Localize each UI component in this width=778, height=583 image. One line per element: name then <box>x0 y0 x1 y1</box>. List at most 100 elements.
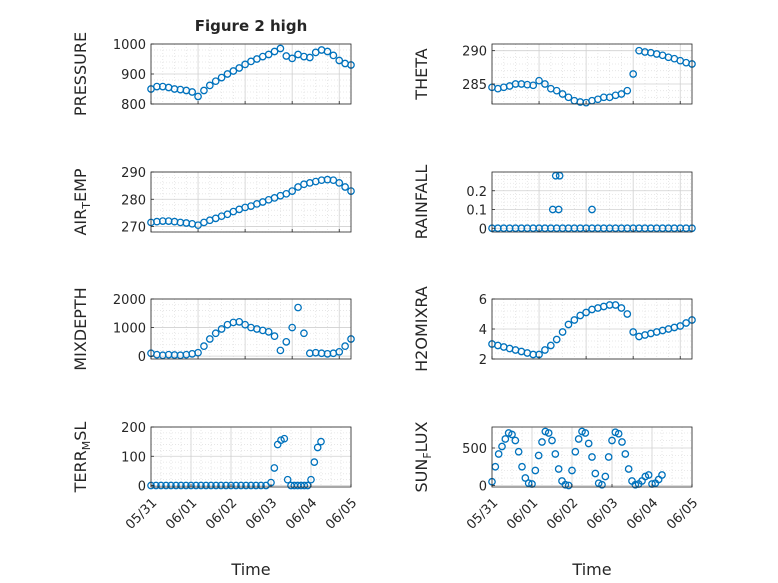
data-point <box>194 92 202 101</box>
y-tick-label: 290 <box>121 166 146 181</box>
y-axis-label: RAINFALL <box>412 165 431 240</box>
data-point <box>235 318 244 326</box>
axes-box <box>491 171 693 233</box>
data-point <box>584 439 593 448</box>
subplot-4: 0 0.1 0.2 RAINFALL <box>412 165 696 240</box>
data-point <box>288 323 297 332</box>
data-point <box>538 438 546 446</box>
data-point <box>552 86 561 95</box>
data-point <box>202 481 210 490</box>
data-point <box>623 86 632 95</box>
data-point <box>162 481 170 490</box>
data-point <box>222 481 230 490</box>
data-point <box>618 438 626 446</box>
data-point <box>531 466 540 475</box>
data-point <box>200 86 208 95</box>
y-axis-label: THETA <box>412 48 431 100</box>
data-point <box>581 429 590 437</box>
data-point <box>558 328 567 336</box>
data-point <box>167 481 175 490</box>
data-point <box>241 320 249 329</box>
data-point <box>608 436 616 445</box>
subplot-5: 0 1000 2000 MIXDEPTH <box>71 287 355 371</box>
y-tick-label: 800 <box>121 98 146 113</box>
x-tick-label: 06/04 <box>624 496 661 533</box>
data-point <box>676 322 685 330</box>
data-point <box>270 332 279 340</box>
data-point <box>205 335 214 343</box>
data-point <box>223 70 232 78</box>
data-point <box>554 205 563 214</box>
subplot-2: 285 290 THETA <box>412 43 696 107</box>
grid <box>150 426 352 487</box>
data-point <box>200 342 208 350</box>
data-point <box>552 335 561 344</box>
data-point <box>658 471 666 479</box>
data-point <box>247 481 255 490</box>
x-tick-label: 06/03 <box>584 496 621 533</box>
data-point <box>576 311 585 320</box>
data-point <box>157 481 165 490</box>
data-point <box>192 481 200 490</box>
x-tick-label: 06/02 <box>203 496 240 533</box>
data-point <box>188 88 197 96</box>
data-point <box>624 465 633 473</box>
data-point <box>310 458 319 466</box>
data-point <box>682 319 690 327</box>
data-series <box>488 171 696 233</box>
data-point <box>294 303 302 312</box>
data-point <box>232 481 240 490</box>
data-point <box>591 469 600 478</box>
y-axis-label: TERRMSL <box>71 422 93 494</box>
x-tick-label: 06/01 <box>504 496 541 533</box>
data-point <box>534 451 543 460</box>
data-point <box>182 481 190 490</box>
data-series <box>147 175 355 230</box>
subplot-6: 2 4 6 H2OMIXRA <box>412 286 696 372</box>
data-point <box>207 481 215 490</box>
y-tick-label: 100 <box>121 450 146 465</box>
subplot-8: 0 500 05/31 06/01 06/02 06/03 06/04 06/05 Time SU… <box>412 421 701 579</box>
x-tick-label: 06/04 <box>283 496 320 533</box>
data-point <box>518 462 526 471</box>
x-tick-label: 06/02 <box>544 496 581 533</box>
data-point <box>544 429 553 437</box>
data-point <box>582 308 590 317</box>
y-tick-label: 290 <box>462 45 487 60</box>
y-tick-label: 270 <box>121 221 146 236</box>
data-point <box>187 481 195 490</box>
y-axis-label: PRESSURE <box>71 32 90 116</box>
data-point <box>617 90 626 98</box>
data-point <box>217 481 225 490</box>
axes-background <box>151 299 351 359</box>
data-point <box>335 348 344 356</box>
data-point <box>241 60 249 69</box>
data-point <box>237 481 245 490</box>
data-point <box>282 338 291 346</box>
data-point <box>574 435 583 443</box>
data-series <box>488 427 666 490</box>
x-axis-label: Time <box>230 560 270 579</box>
y-tick-label: 0.1 <box>466 204 487 219</box>
data-point <box>535 76 543 85</box>
grid <box>491 171 693 233</box>
data-point <box>194 348 202 357</box>
data-point <box>551 450 560 458</box>
data-point <box>629 328 638 336</box>
data-point <box>601 472 610 481</box>
data-point <box>617 304 626 312</box>
x-axis-label: Time <box>571 560 611 579</box>
data-point <box>313 443 322 452</box>
data-point <box>498 442 506 451</box>
axes-box <box>150 298 352 360</box>
data-point <box>172 481 180 490</box>
data-point <box>270 47 279 56</box>
axes-background <box>151 172 351 232</box>
data-point <box>217 325 226 333</box>
axes-box <box>150 426 352 488</box>
data-point <box>524 479 533 488</box>
data-point <box>197 481 205 490</box>
data-point <box>614 429 623 438</box>
